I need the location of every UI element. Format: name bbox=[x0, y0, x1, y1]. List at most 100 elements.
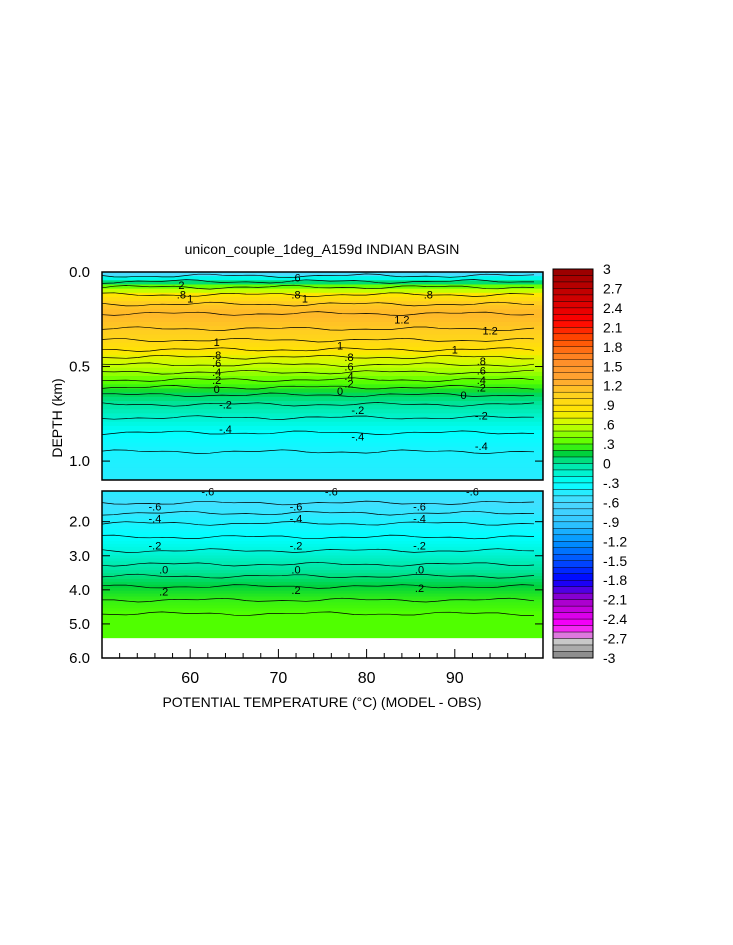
lower-contour-label: .2 bbox=[415, 583, 424, 595]
colorbar-swatch bbox=[552, 346, 594, 354]
upper-contour-label: .8 bbox=[212, 350, 221, 362]
lower-y-tick-label: 3.0 bbox=[69, 548, 90, 565]
lower-band bbox=[102, 520, 543, 524]
colorbar-tick-label: 1.5 bbox=[603, 358, 623, 374]
upper-contour-label: 0 bbox=[461, 390, 467, 402]
colorbar-tick-label: 2.7 bbox=[603, 280, 623, 296]
upper-band bbox=[102, 409, 543, 415]
colorbar-swatch bbox=[552, 476, 594, 484]
upper-contour-line bbox=[102, 430, 535, 435]
upper-contour-label: 1 bbox=[452, 345, 458, 357]
colorbar-swatch bbox=[552, 521, 594, 529]
lower-band bbox=[102, 564, 543, 568]
lower-contour-label: -.2 bbox=[290, 541, 303, 553]
lower-contour-label: .0 bbox=[415, 564, 424, 576]
lower-y-tick-label: 4.0 bbox=[69, 582, 90, 599]
lower-band bbox=[102, 573, 543, 577]
upper-band bbox=[102, 280, 543, 286]
lower-contour-line bbox=[102, 510, 535, 516]
upper-contour-label: -.2 bbox=[475, 411, 488, 423]
upper-contour-line bbox=[102, 392, 535, 398]
upper-band bbox=[102, 305, 543, 311]
colorbar-swatch bbox=[552, 281, 594, 289]
lower-band bbox=[102, 622, 543, 627]
upper-band bbox=[102, 351, 543, 356]
colorbar-swatch bbox=[552, 430, 594, 438]
colorbar-tick-label: -1.2 bbox=[603, 533, 627, 549]
chart-title: unicon_couple_1deg_A159d INDIAN BASIN bbox=[185, 241, 460, 257]
colorbar-swatch bbox=[552, 489, 594, 497]
upper-y-axis: 0.0 0.5 1.0 bbox=[69, 264, 543, 470]
upper-band bbox=[102, 400, 543, 406]
upper-contour-label: .2 bbox=[477, 382, 486, 394]
colorbar-swatch bbox=[552, 586, 594, 594]
upper-contour-line bbox=[102, 377, 535, 383]
lower-band bbox=[102, 491, 543, 495]
colorbar-swatch bbox=[552, 502, 594, 510]
upper-contour-line bbox=[102, 326, 535, 331]
upper-contour-label: 1.2 bbox=[394, 314, 409, 326]
colorbar-frame bbox=[552, 268, 594, 659]
upper-contour-label: -.2 bbox=[351, 405, 364, 417]
upper-band bbox=[102, 467, 543, 473]
colorbar-swatch bbox=[552, 482, 594, 490]
lower-band bbox=[102, 505, 543, 510]
colorbar-swatch bbox=[552, 294, 594, 302]
upper-contour-label: .8 bbox=[477, 356, 486, 368]
upper-band bbox=[102, 459, 543, 464]
colorbar-swatch bbox=[552, 638, 594, 646]
upper-band bbox=[102, 355, 543, 360]
lower-contour-label: .0 bbox=[159, 564, 168, 576]
upper-contour-label: 1 bbox=[302, 294, 308, 306]
lower-band bbox=[102, 540, 543, 545]
upper-contour-label: .8 bbox=[424, 290, 433, 302]
lower-heatmap bbox=[102, 491, 543, 639]
upper-band bbox=[102, 272, 543, 277]
lower-band bbox=[102, 631, 543, 636]
y-axis-label: DEPTH (km) bbox=[49, 378, 65, 457]
lower-band bbox=[102, 614, 543, 618]
lower-band bbox=[102, 602, 543, 606]
upper-band bbox=[102, 475, 543, 480]
upper-contour-line bbox=[102, 284, 535, 290]
colorbar-swatch bbox=[552, 288, 594, 296]
lower-contour-label: -.4 bbox=[148, 513, 161, 525]
colorbar-swatch bbox=[552, 528, 594, 536]
lower-contour-label: -.6 bbox=[466, 487, 479, 499]
lower-band bbox=[102, 558, 543, 562]
lower-band bbox=[102, 514, 543, 518]
colorbar-swatch bbox=[552, 541, 594, 548]
upper-band bbox=[102, 442, 543, 448]
colorbar-swatch bbox=[552, 379, 594, 386]
upper-band bbox=[102, 288, 543, 294]
upper-band bbox=[102, 417, 543, 423]
colorbar-swatch bbox=[552, 618, 594, 626]
colorbar-swatch bbox=[552, 275, 594, 283]
upper-contour-label: .8 bbox=[177, 290, 186, 302]
colorbar-tick-label: -1.8 bbox=[603, 572, 627, 588]
upper-band bbox=[102, 367, 543, 373]
colorbar-swatch bbox=[552, 469, 594, 477]
upper-band bbox=[102, 471, 543, 477]
lower-band bbox=[102, 552, 543, 557]
colorbar-swatch bbox=[552, 612, 594, 620]
colorbar-swatch bbox=[552, 508, 594, 516]
upper-contour-line bbox=[102, 362, 535, 367]
upper-contour-label: .4 bbox=[344, 371, 353, 383]
colorbar: 3 2.7 2.4 2.1 1.8 1.5 1.2 .9 .6 .3 0 -.3 -.6 -.9 -1.2 -… bbox=[552, 261, 627, 666]
upper-contour-label: 1.2 bbox=[482, 326, 497, 338]
colorbar-swatch bbox=[552, 417, 594, 425]
colorbar-swatch bbox=[552, 411, 594, 419]
colorbar-swatch bbox=[552, 314, 594, 322]
upper-band bbox=[102, 380, 543, 385]
colorbar-swatch bbox=[552, 353, 594, 360]
colorbar-swatch bbox=[552, 359, 594, 367]
lower-panel-frame bbox=[101, 490, 544, 659]
colorbar-swatch bbox=[552, 424, 594, 432]
upper-band bbox=[102, 284, 543, 290]
x-axis-label: POTENTIAL TEMPERATURE (°C) (MODEL - OBS) bbox=[162, 694, 481, 710]
colorbar-tick-label: .9 bbox=[603, 397, 615, 413]
colorbar-swatch bbox=[552, 327, 594, 335]
lower-contour-label: -.6 bbox=[290, 501, 303, 513]
colorbar-swatch bbox=[552, 592, 594, 600]
